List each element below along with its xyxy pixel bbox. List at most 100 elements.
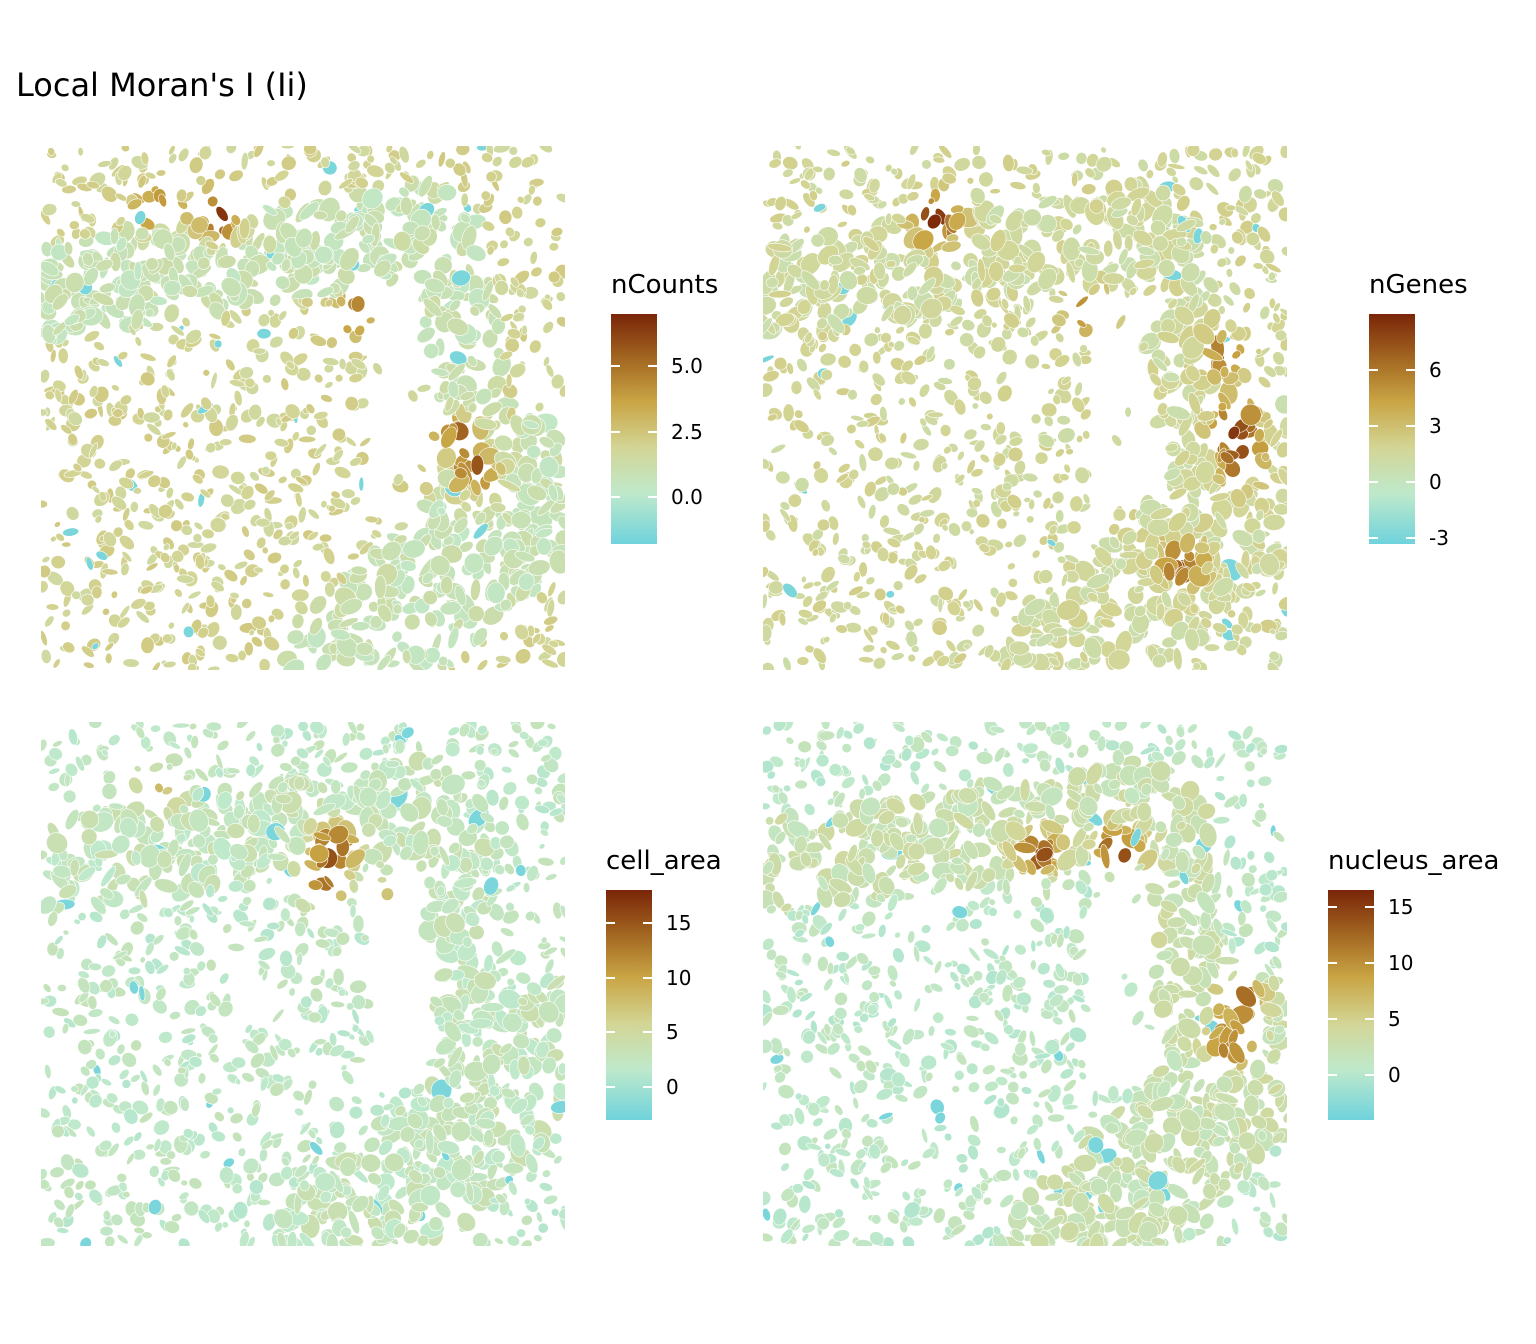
cell <box>213 1111 225 1122</box>
cell <box>1227 246 1236 255</box>
cell <box>55 532 65 542</box>
cell <box>294 476 308 486</box>
cell <box>529 250 538 265</box>
cell <box>981 314 993 328</box>
cell <box>1227 609 1237 619</box>
cell <box>248 403 263 421</box>
cell <box>763 624 773 643</box>
cell <box>167 621 175 630</box>
cell <box>349 979 367 994</box>
cell <box>115 236 128 252</box>
cell <box>324 298 334 308</box>
cell <box>481 152 494 163</box>
cell <box>1268 650 1280 662</box>
cell <box>906 336 921 346</box>
cell <box>351 621 370 632</box>
cell <box>262 374 272 384</box>
cell <box>836 220 848 228</box>
cell <box>899 451 917 460</box>
cell <box>41 649 52 664</box>
cell <box>339 598 363 616</box>
cell <box>911 645 920 653</box>
cell <box>392 603 403 615</box>
legend-tick <box>1406 537 1415 540</box>
cell <box>941 523 949 532</box>
cell <box>328 1096 345 1113</box>
cell <box>822 635 831 644</box>
cell <box>773 356 788 371</box>
cell <box>225 146 237 154</box>
cell <box>185 329 202 344</box>
cell <box>83 267 99 286</box>
cell <box>180 402 194 419</box>
cell <box>495 655 512 664</box>
cell <box>53 1198 66 1211</box>
cell <box>825 580 840 592</box>
cell <box>903 564 919 581</box>
cell <box>557 589 565 606</box>
legend-tick <box>643 921 652 924</box>
cell <box>342 324 353 334</box>
cell <box>109 227 120 245</box>
cell <box>324 381 334 389</box>
cell <box>1246 1040 1258 1053</box>
legend-tick <box>606 1031 615 1034</box>
cell <box>41 210 51 226</box>
cell <box>146 423 162 436</box>
cell <box>150 724 162 733</box>
cell <box>84 408 98 420</box>
cell <box>228 379 246 388</box>
cell <box>959 332 975 348</box>
cell <box>979 453 990 464</box>
cell <box>932 533 941 544</box>
cell <box>41 203 58 216</box>
cell <box>536 591 548 604</box>
cell <box>912 1085 928 1100</box>
cell <box>794 477 810 493</box>
cell <box>244 377 256 388</box>
cell <box>853 571 861 583</box>
cell <box>1188 392 1201 416</box>
cell <box>996 518 1008 530</box>
cell <box>140 371 156 387</box>
cell <box>486 245 495 256</box>
cell <box>1149 373 1162 387</box>
cell <box>1222 294 1235 307</box>
cell <box>54 935 64 946</box>
cell <box>264 450 277 461</box>
cell <box>1083 636 1102 660</box>
cell <box>470 478 482 497</box>
cell <box>163 303 180 323</box>
cell <box>955 1153 968 1164</box>
cell <box>425 1129 435 1155</box>
legend-title-ncounts: nCounts <box>611 270 719 300</box>
cell <box>99 282 116 294</box>
cell <box>134 336 142 347</box>
cell <box>927 213 942 230</box>
cell <box>74 1180 85 1191</box>
cell <box>41 499 48 509</box>
cell <box>1208 223 1218 231</box>
cell <box>255 517 271 528</box>
cell <box>844 622 862 634</box>
cell <box>1255 348 1263 355</box>
cell <box>1205 182 1219 196</box>
cell <box>538 843 546 850</box>
cell <box>104 1235 116 1246</box>
cell <box>901 1190 911 1202</box>
cell <box>912 229 935 251</box>
cell <box>307 1011 322 1024</box>
cell <box>763 354 775 364</box>
cell <box>51 293 69 311</box>
cell <box>174 498 185 511</box>
cell <box>91 485 101 494</box>
cell <box>453 517 469 534</box>
cell <box>277 195 292 209</box>
cell <box>181 601 190 615</box>
cell <box>190 216 209 234</box>
cell <box>1196 410 1216 422</box>
cell <box>421 572 434 585</box>
cell <box>820 434 835 447</box>
cell <box>311 1154 320 1166</box>
cell <box>263 636 280 652</box>
